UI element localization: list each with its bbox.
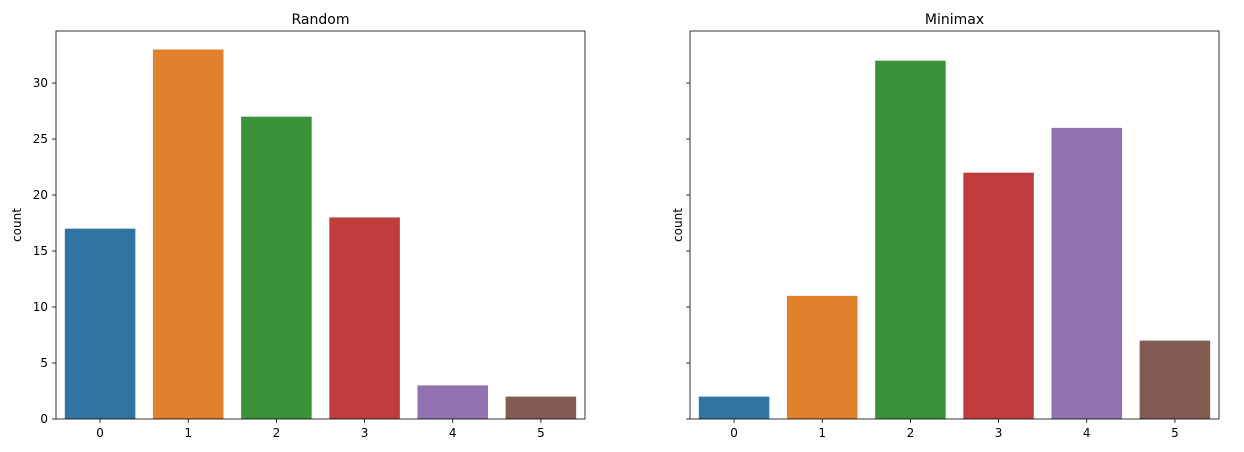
minimax-x-tick-label: 2 <box>907 426 915 440</box>
minimax-bar-2 <box>875 60 946 420</box>
minimax-chart-title: Minimax <box>925 12 984 28</box>
minimax-bar-5 <box>1139 340 1211 419</box>
random-bar-3 <box>329 217 400 419</box>
minimax-bar-1 <box>786 295 858 419</box>
minimax-bar-3 <box>963 172 1034 419</box>
random-y-tick-label: 25 <box>33 132 48 146</box>
minimax-y-axis-label: count <box>671 208 685 242</box>
minimax-x-tick-label: 0 <box>730 426 738 440</box>
random-y-axis-label: count <box>10 208 24 242</box>
random-axes-frame <box>55 30 586 420</box>
random-bar-1 <box>152 49 224 419</box>
minimax-x-tick-label: 5 <box>1171 426 1179 440</box>
random-chart-panel: 0 1 2 3 4 5 0 5 10 15 20 25 30 Random count <box>10 12 586 440</box>
random-y-tick-label: 10 <box>33 300 48 314</box>
minimax-chart-panel: 0 1 2 3 4 5 Minimax count <box>671 12 1220 440</box>
minimax-x-tick-label: 4 <box>1083 426 1091 440</box>
random-bar-5 <box>505 396 577 419</box>
random-y-tick-label: 15 <box>33 244 48 258</box>
minimax-x-tick-label: 3 <box>995 426 1003 440</box>
minimax-bar-0 <box>698 396 770 419</box>
random-y-tick-label: 0 <box>40 412 48 426</box>
random-y-tick-label: 20 <box>33 188 48 202</box>
random-y-tick-label: 30 <box>33 76 48 90</box>
random-bar-2 <box>241 116 312 419</box>
random-bar-4 <box>417 385 489 419</box>
minimax-bar-4 <box>1051 127 1123 420</box>
random-x-tick-label: 0 <box>96 426 104 440</box>
random-x-tick-label: 1 <box>184 426 192 440</box>
random-x-tick-label: 4 <box>449 426 457 440</box>
random-chart-title: Random <box>292 12 350 28</box>
random-x-tick-label: 3 <box>361 426 369 440</box>
minimax-x-tick-label: 1 <box>818 426 826 440</box>
random-x-tick-label: 5 <box>537 426 545 440</box>
random-x-tick-label: 2 <box>273 426 281 440</box>
random-bar-0 <box>64 228 136 419</box>
random-y-tick-label: 5 <box>40 356 48 370</box>
minimax-axes-frame <box>689 30 1220 420</box>
